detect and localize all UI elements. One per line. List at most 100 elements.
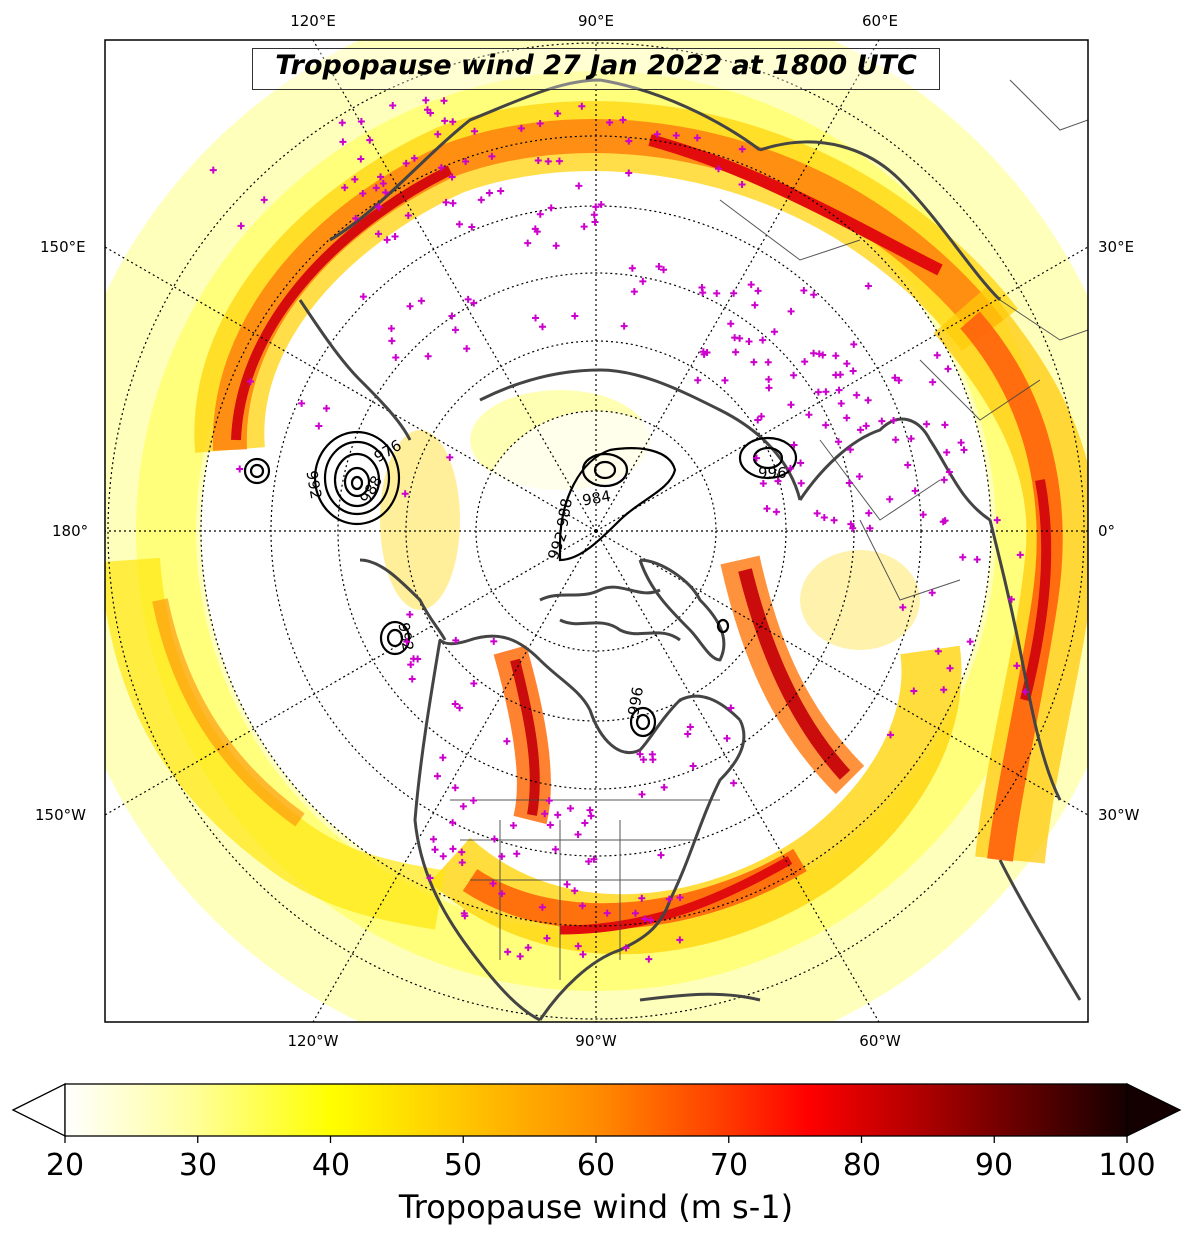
station-marker	[899, 603, 907, 611]
colorbar-tick: 80	[842, 1148, 882, 1183]
station-marker	[751, 301, 759, 309]
station-marker	[490, 637, 498, 645]
station-marker	[763, 505, 771, 513]
station-marker	[731, 334, 739, 342]
station-marker	[459, 802, 467, 810]
station-marker	[351, 175, 359, 183]
station-marker	[357, 118, 365, 126]
station-marker	[715, 165, 723, 173]
station-marker	[383, 236, 391, 244]
station-marker	[973, 556, 981, 564]
station-marker	[442, 198, 450, 206]
station-marker	[940, 686, 948, 694]
station-marker	[904, 461, 912, 469]
station-marker	[849, 367, 857, 375]
station-marker	[524, 239, 532, 247]
station-marker	[590, 211, 598, 219]
station-marker	[539, 323, 547, 331]
station-marker	[531, 225, 539, 233]
station-marker	[469, 796, 477, 804]
station-marker	[892, 436, 900, 444]
station-marker	[379, 180, 387, 188]
colorbar-tick: 70	[709, 1148, 749, 1183]
station-marker	[853, 391, 861, 399]
station-marker	[260, 196, 268, 204]
station-marker	[377, 173, 385, 181]
station-marker	[497, 187, 505, 195]
station-marker	[660, 783, 668, 791]
station-marker	[571, 887, 579, 895]
lon-label-right-3: 30°W	[1098, 806, 1140, 824]
station-marker	[554, 811, 562, 819]
station-marker	[341, 184, 349, 192]
station-marker	[694, 376, 702, 384]
station-marker	[434, 130, 442, 138]
station-marker	[452, 636, 460, 644]
station-marker	[440, 97, 448, 105]
station-marker	[895, 376, 903, 384]
station-marker	[713, 289, 721, 297]
station-marker	[592, 203, 600, 211]
station-marker	[647, 916, 655, 924]
station-marker	[585, 857, 593, 865]
station-marker	[1013, 662, 1021, 670]
station-marker	[843, 360, 851, 368]
station-marker	[660, 266, 668, 274]
station-marker	[891, 374, 899, 382]
station-marker	[747, 281, 755, 289]
station-marker	[698, 283, 706, 291]
contour-labels: 992 976 988 984 988 992 996 992 996	[302, 436, 786, 717]
station-marker	[934, 647, 942, 655]
station-marker	[423, 106, 431, 114]
station-marker	[790, 371, 798, 379]
station-marker	[571, 312, 579, 320]
station-marker	[456, 704, 464, 712]
station-marker	[417, 297, 425, 305]
lon-label-bottom-3: 60°W	[859, 1032, 901, 1050]
map-plot-area: 992 976 988 984 988 992 996 992 996	[105, 40, 1088, 1022]
colorbar-min-extension	[11, 1082, 66, 1138]
station-marker	[830, 516, 838, 524]
contour-label: 992	[394, 621, 417, 652]
station-marker	[406, 611, 414, 619]
station-marker	[488, 152, 496, 160]
station-marker	[819, 351, 827, 359]
station-marker	[757, 412, 765, 420]
station-marker	[801, 358, 809, 366]
station-marker	[820, 513, 828, 521]
station-marker	[574, 830, 582, 838]
station-marker	[236, 465, 244, 473]
station-marker	[672, 132, 680, 140]
station-marker	[630, 288, 638, 296]
station-marker	[645, 955, 653, 963]
contour-label: 996	[758, 464, 787, 482]
station-marker	[993, 516, 1001, 524]
station-marker	[797, 459, 805, 467]
station-marker	[536, 119, 544, 127]
station-marker	[339, 138, 347, 146]
station-marker	[943, 448, 951, 456]
station-marker	[764, 358, 772, 366]
station-marker	[686, 723, 694, 731]
station-marker	[960, 446, 968, 454]
station-marker	[890, 416, 898, 424]
station-marker	[426, 874, 434, 882]
station-marker	[439, 754, 447, 762]
station-marker	[759, 336, 767, 344]
station-marker	[770, 328, 778, 336]
station-marker	[752, 454, 760, 462]
station-marker	[401, 490, 409, 498]
station-marker	[929, 378, 937, 386]
station-marker	[754, 416, 762, 424]
station-marker	[843, 414, 851, 422]
station-marker	[536, 210, 544, 218]
station-marker	[911, 487, 919, 495]
station-marker	[359, 190, 367, 198]
station-marker	[606, 118, 614, 126]
station-marker	[944, 365, 952, 373]
station-marker	[587, 812, 595, 820]
lon-label-top-3: 60°E	[861, 12, 899, 30]
station-marker	[653, 130, 661, 138]
station-marker	[547, 204, 555, 212]
